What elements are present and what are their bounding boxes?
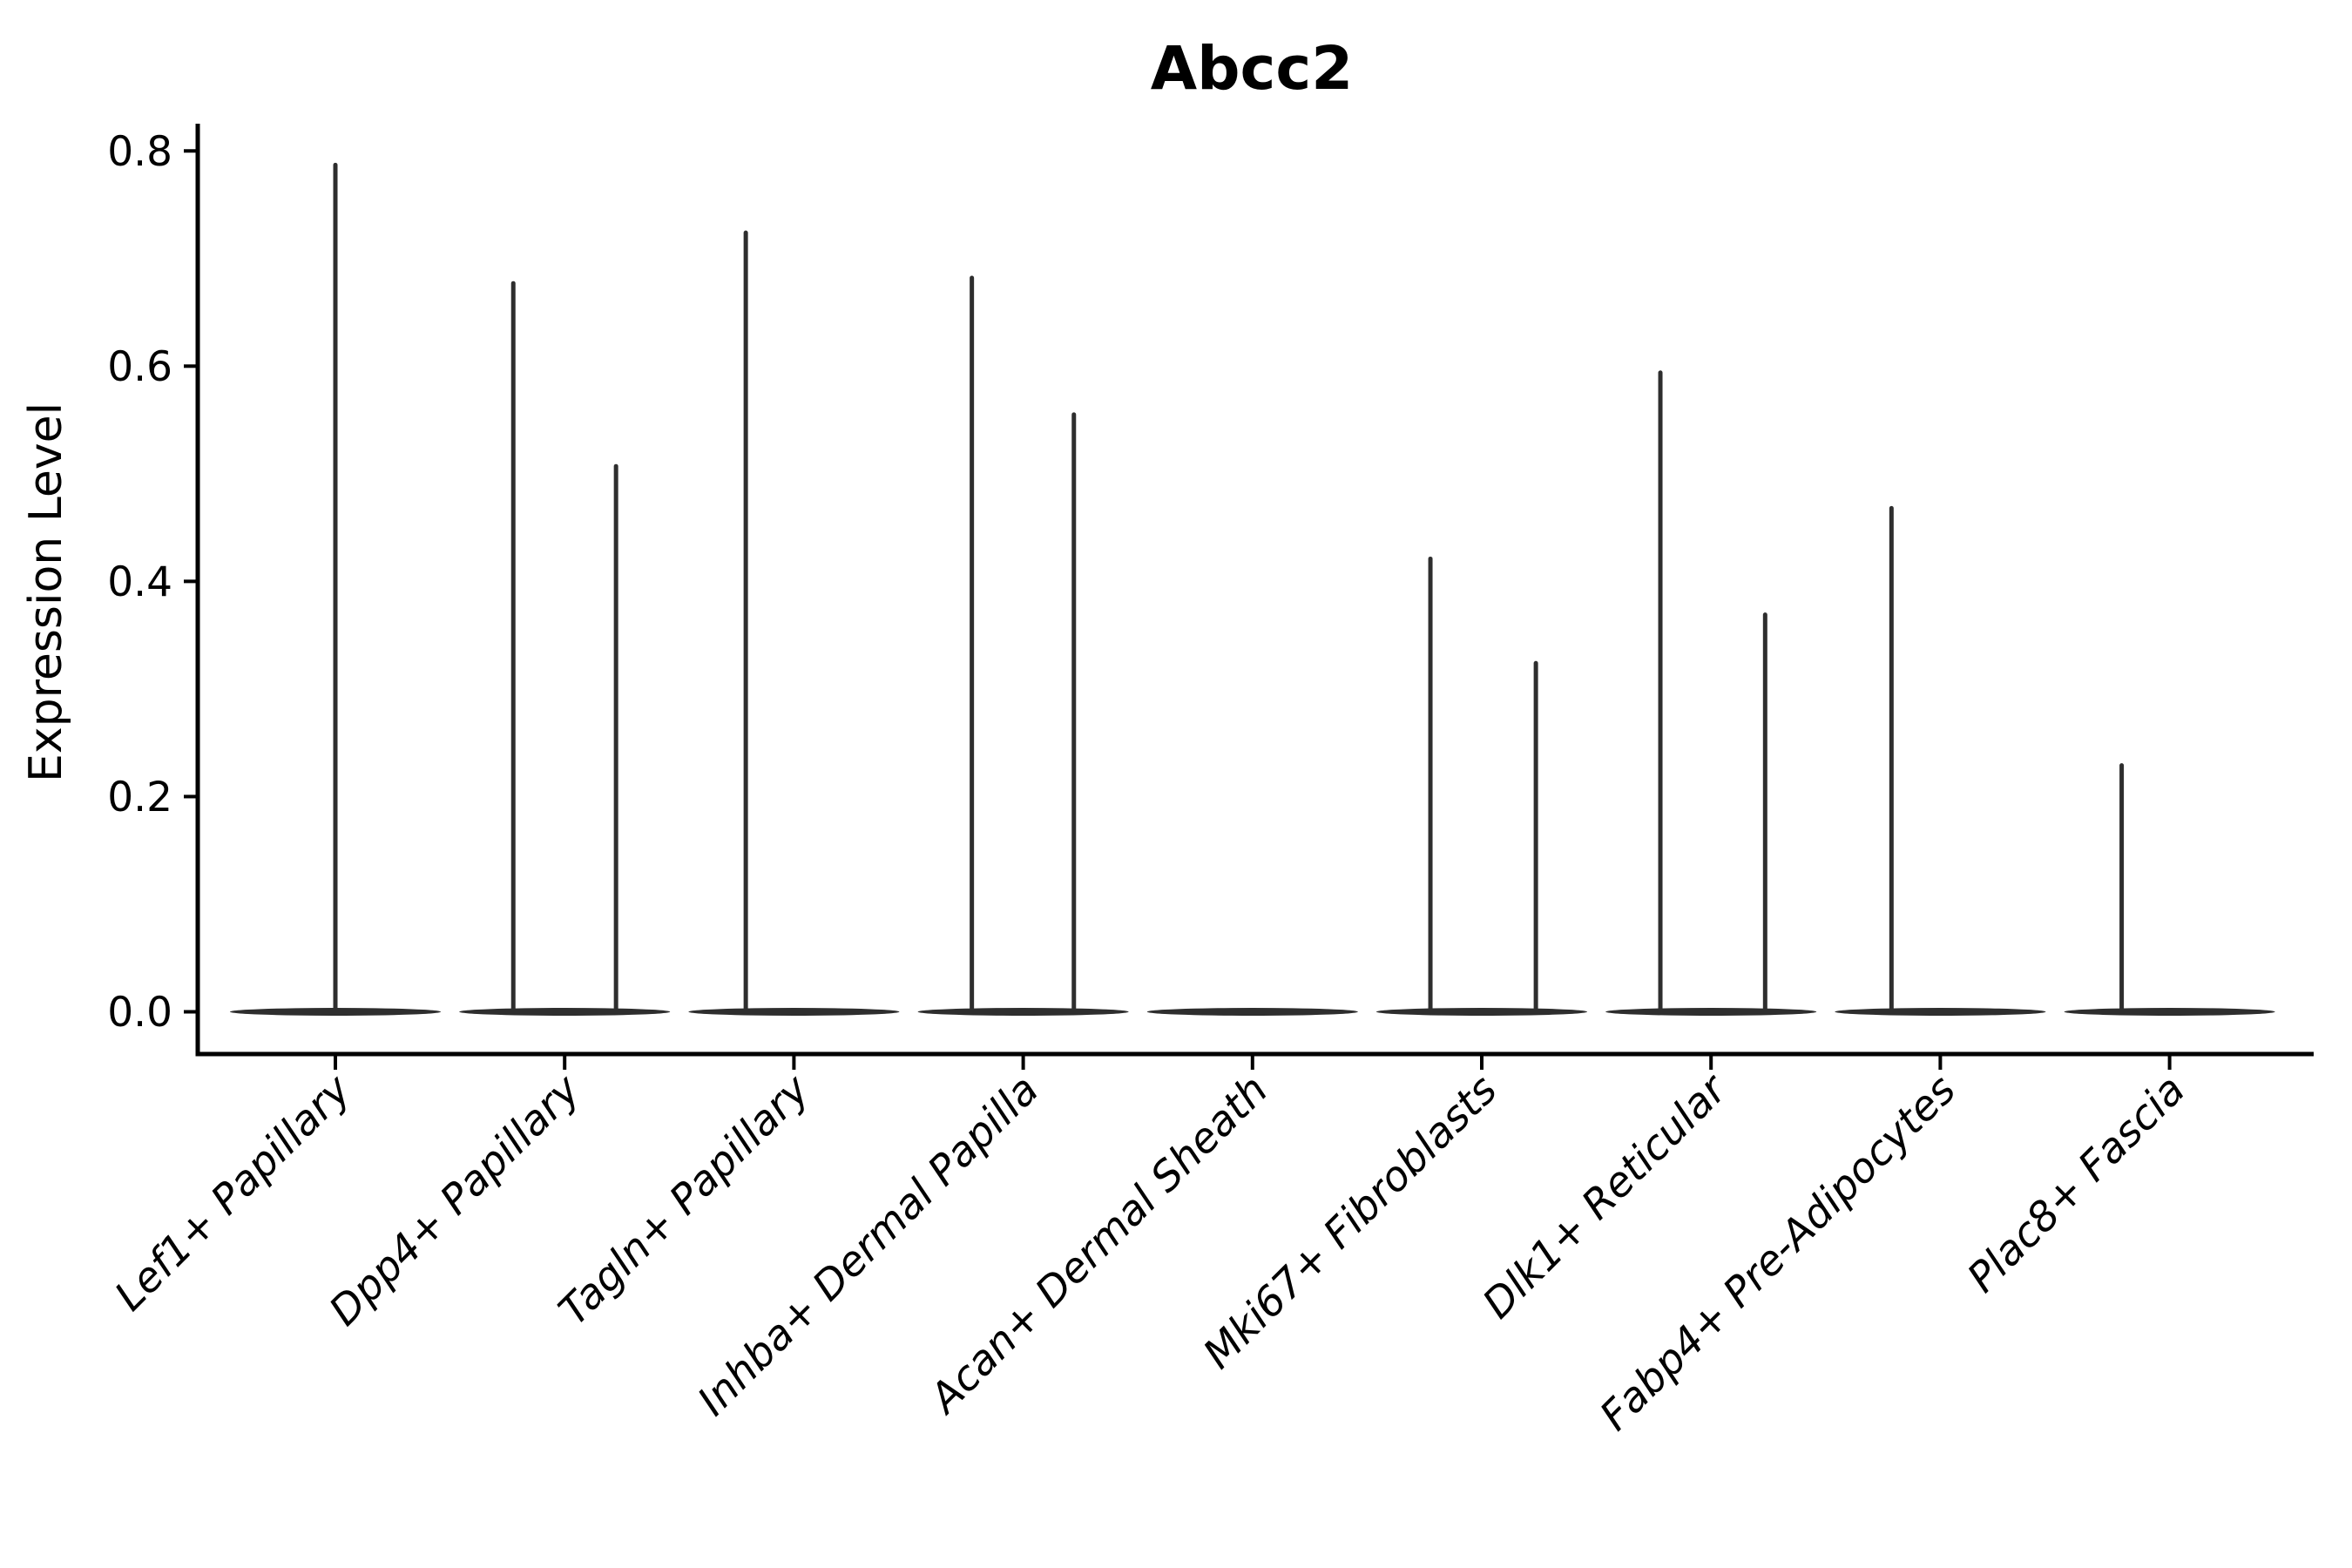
violin-base	[1376, 1008, 1587, 1016]
y-tick-label: 0.4	[107, 558, 172, 606]
y-axis-ticks: 0.0 0.2 0.4 0.6 0.8	[107, 128, 198, 1037]
violin-base	[1146, 1008, 1358, 1016]
violin-base	[230, 1008, 441, 1016]
violins	[230, 162, 2275, 1016]
violin-9	[2064, 763, 2275, 1016]
violin-base	[2064, 1008, 2275, 1016]
x-tick-label: Lef1+ Papillary	[105, 1065, 361, 1321]
violin-base	[688, 1008, 900, 1016]
violin-base	[917, 1008, 1129, 1016]
violin-2	[459, 280, 671, 1016]
violin-base	[459, 1008, 671, 1016]
y-axis-label: Expression Level	[20, 402, 72, 782]
y-tick-label: 0.6	[107, 343, 172, 391]
violin-8	[1835, 505, 2046, 1016]
x-tick-label: Dpp4+ Papillary	[321, 1065, 591, 1335]
axes-spines	[195, 124, 2314, 1057]
x-tick-label: Plac8+ Fascia	[1958, 1066, 2194, 1302]
violin-5	[1146, 1008, 1358, 1016]
y-tick-label: 0.0	[107, 989, 172, 1037]
violin-3	[688, 230, 900, 1016]
violin-4	[917, 275, 1129, 1016]
y-tick-label: 0.2	[107, 774, 172, 821]
violin-base	[1605, 1008, 1817, 1016]
y-tick-label: 0.8	[107, 128, 172, 176]
violin-6	[1376, 556, 1587, 1016]
chart-title: Abcc2	[1151, 34, 1354, 104]
violin-base	[1835, 1008, 2046, 1016]
x-tick-label: Tagln+ Papillary	[550, 1065, 820, 1335]
violin-7	[1605, 370, 1817, 1016]
violin-1	[230, 162, 441, 1016]
x-tick-label: Dlk1+ Reticular	[1474, 1064, 1738, 1328]
